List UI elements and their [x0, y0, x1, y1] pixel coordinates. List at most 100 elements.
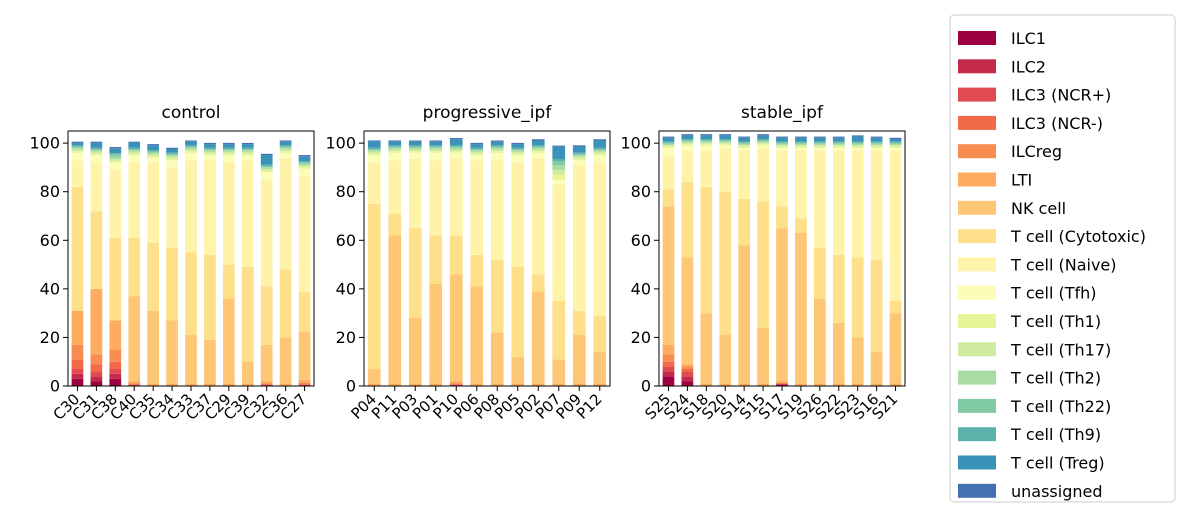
bar-segment — [367, 147, 381, 149]
bar-segment — [681, 142, 694, 144]
bar-segment — [593, 148, 607, 151]
bar-segment — [109, 369, 122, 374]
bar-segment — [490, 151, 504, 153]
bar-segment — [511, 147, 525, 149]
y-tick-label: 100 — [325, 134, 356, 153]
bar-segment — [813, 143, 826, 146]
bar-segment — [185, 160, 197, 253]
bar-segment — [738, 136, 751, 138]
bar-segment — [222, 151, 235, 154]
legend-swatch — [958, 398, 996, 413]
bar-segment — [222, 150, 235, 152]
bar-segment — [367, 162, 381, 204]
bar-segment — [776, 137, 788, 142]
bar-segment — [204, 151, 216, 154]
legend-label: ILC1 — [1011, 29, 1046, 48]
panel-2: S25S24S18S20S14S15S17S19S26S22S23S16S210… — [620, 103, 906, 423]
bar-segment — [757, 135, 769, 140]
bar-segment — [388, 152, 402, 161]
bar-segment — [71, 146, 84, 148]
bar-segment — [851, 150, 864, 258]
bar-segment — [109, 156, 122, 160]
bar-segment — [832, 136, 845, 138]
bar-segment — [552, 145, 566, 147]
bar-segment — [738, 148, 751, 151]
bar-segment — [700, 150, 713, 187]
bar-segment — [90, 288, 103, 355]
bar-segment — [185, 151, 197, 153]
bar-segment — [388, 146, 402, 148]
bar-segment — [241, 148, 254, 151]
bar-segment — [367, 151, 381, 154]
bar-segment — [260, 164, 273, 166]
legend-swatch — [958, 427, 996, 442]
bar-segment — [279, 269, 292, 338]
bar-segment — [795, 146, 807, 148]
bar-segment — [757, 148, 769, 202]
bar-segment — [889, 313, 902, 384]
bar-segment — [449, 139, 463, 146]
legend-swatch — [958, 115, 996, 130]
bar-segment — [552, 383, 566, 386]
bar-segment — [408, 141, 422, 146]
bar-segment — [511, 148, 525, 151]
bar-segment — [776, 150, 788, 207]
bar-segment — [367, 141, 381, 148]
bar-segment — [90, 211, 103, 289]
bar-segment — [260, 170, 273, 173]
bar-segment — [832, 148, 845, 151]
bar-segment — [260, 179, 273, 287]
bar-segment — [813, 145, 826, 147]
bar-segment — [719, 135, 732, 140]
bar-segment — [851, 143, 864, 146]
bar-segment — [681, 141, 694, 143]
bar-segment — [147, 150, 160, 152]
bar-segment — [260, 168, 273, 171]
bar-segment — [90, 147, 103, 149]
bar-segment — [449, 235, 463, 275]
bar-segment — [449, 151, 463, 153]
bar-segment — [776, 141, 788, 143]
bar-segment — [71, 149, 84, 152]
bar-segment — [719, 140, 732, 142]
bar-segment — [851, 145, 864, 147]
bar-segment — [429, 141, 443, 146]
bar-segment — [166, 147, 178, 149]
bar-segment — [408, 140, 422, 142]
bar-segment — [681, 369, 694, 372]
bar-segment — [222, 147, 235, 149]
bar-segment — [222, 142, 235, 145]
bar-segment — [662, 371, 675, 377]
legend-label: ILCreg — [1011, 142, 1062, 161]
bar-segment — [795, 136, 807, 138]
bar-segment — [222, 155, 235, 163]
bar-segment — [870, 136, 883, 138]
bar-segment — [681, 139, 694, 141]
bar-segment — [109, 378, 122, 386]
legend-label: T cell (Treg) — [1010, 454, 1105, 473]
bar-segment — [241, 383, 254, 386]
bar-segment — [511, 356, 525, 384]
bar-segment — [719, 141, 732, 143]
bar-segment — [776, 148, 788, 151]
bar-segment — [367, 140, 381, 142]
bar-segment — [279, 149, 292, 152]
bar-segment — [128, 381, 141, 384]
bar-segment — [429, 284, 443, 384]
bar-segment — [700, 139, 713, 141]
bar-segment — [662, 141, 675, 143]
bar-segment — [572, 152, 586, 154]
bar-segment — [408, 147, 422, 150]
bar-segment — [90, 151, 103, 154]
legend-swatch — [958, 257, 996, 272]
bar-segment — [470, 286, 484, 384]
bar-segment — [795, 137, 807, 142]
bar-segment — [109, 349, 122, 362]
y-tick-label: 60 — [631, 231, 651, 250]
bar-segment — [185, 145, 197, 147]
bar-segment — [388, 160, 402, 214]
bar-segment — [662, 354, 675, 362]
bar-segment — [388, 145, 402, 147]
bar-segment — [572, 146, 586, 153]
bar-segment — [71, 310, 84, 345]
